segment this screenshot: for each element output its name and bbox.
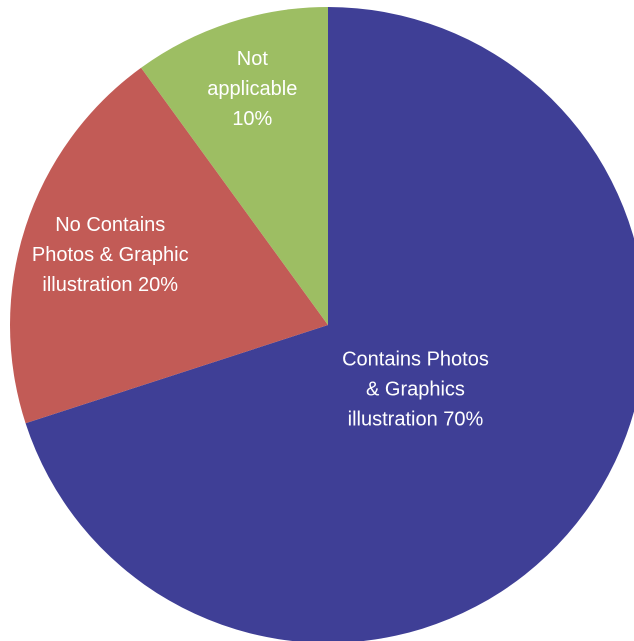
- pie-slice-label-2: No Contains Photos & Graphic illustration …: [32, 214, 189, 296]
- pie-slice-label-line: Photos & Graphic: [32, 244, 189, 266]
- pie-slice-label-line: 10%: [232, 108, 272, 130]
- pie-slice-label-line: Not: [237, 48, 269, 70]
- pie-slice-label-line: illustration 70%: [348, 409, 484, 431]
- pie-slice-label-line: No Contains: [55, 214, 165, 236]
- pie-slices: [10, 7, 634, 641]
- pie-slice-label-line: Contains Photos: [342, 349, 489, 371]
- pie-slice-label-line: & Graphics: [366, 379, 465, 401]
- pie-slice-label-line: illustration 20%: [42, 274, 178, 296]
- pie-slice-label-line: applicable: [207, 78, 297, 100]
